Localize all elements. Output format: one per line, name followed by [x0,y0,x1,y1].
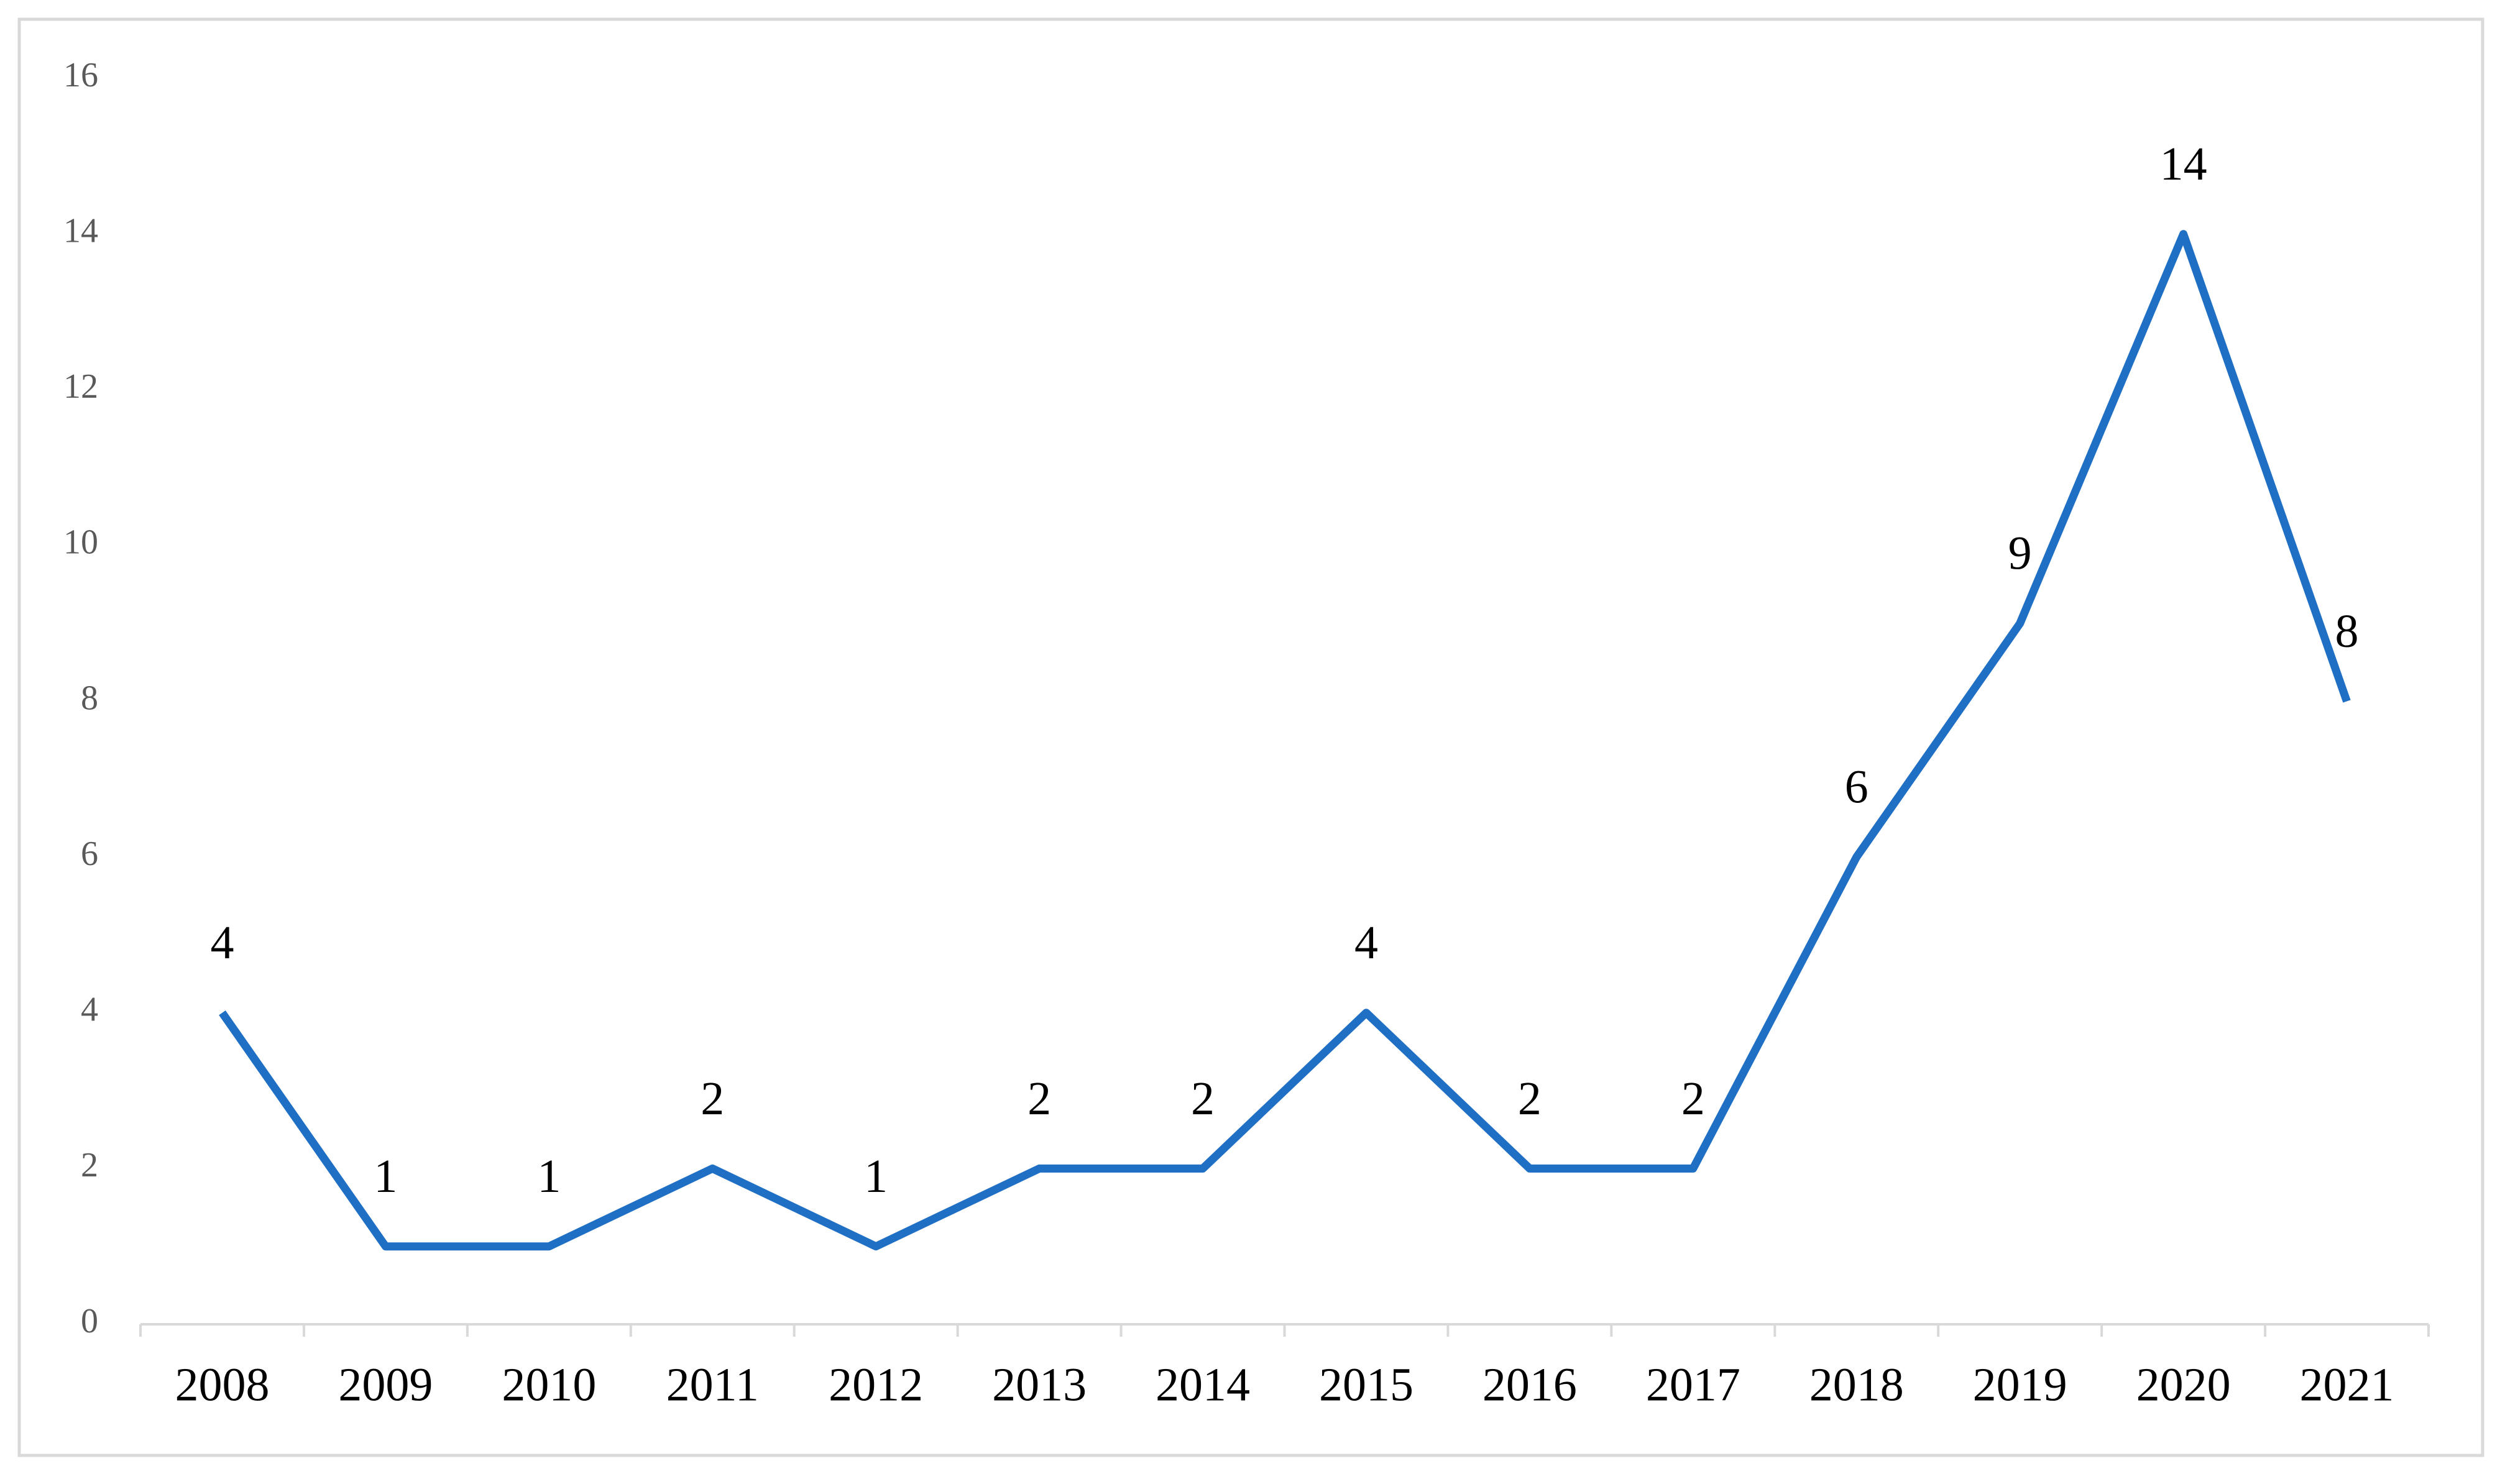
data-label: 1 [537,1150,561,1202]
y-tick-label: 6 [81,835,98,873]
x-tick-label: 2012 [829,1358,923,1411]
y-tick-label: 0 [81,1302,98,1340]
x-tick-label: 2014 [1156,1358,1250,1411]
data-label: 2 [701,1073,724,1125]
data-label: 1 [374,1150,397,1202]
y-tick-label: 4 [81,991,98,1029]
y-tick-label: 2 [81,1146,98,1184]
data-label: 4 [210,917,234,969]
data-label: 6 [1845,761,1868,813]
x-tick-label: 2015 [1319,1358,1413,1411]
data-label: 2 [1681,1073,1705,1125]
data-label: 2 [1027,1073,1051,1125]
x-tick-label: 2016 [1482,1358,1577,1411]
y-tick-label: 12 [63,367,98,406]
x-tick-label: 2018 [1809,1358,1904,1411]
data-label: 14 [2160,138,2207,190]
data-label: 8 [2335,605,2359,657]
chart-border [17,17,2484,1457]
data-label: 2 [1191,1073,1215,1125]
x-tick-label: 2008 [175,1358,269,1411]
data-label: 4 [1354,917,1378,969]
data-label: 9 [2008,528,2032,580]
x-tick-label: 2019 [1973,1358,2067,1411]
x-tick-label: 2009 [338,1358,433,1411]
x-tick-label: 2017 [1646,1358,1740,1411]
x-tick-label: 2011 [666,1358,759,1411]
x-tick-label: 2020 [2136,1358,2231,1411]
x-tick-label: 2013 [992,1358,1087,1411]
data-label: 2 [1518,1073,1542,1125]
x-tick-label: 2021 [2300,1358,2394,1411]
y-tick-label: 10 [63,523,98,562]
y-tick-label: 14 [63,211,98,250]
y-tick-label: 16 [63,56,98,94]
y-tick-label: 8 [81,679,98,717]
line [219,230,2351,1251]
data-label: 1 [864,1150,888,1202]
x-tick-label: 2010 [502,1358,596,1411]
